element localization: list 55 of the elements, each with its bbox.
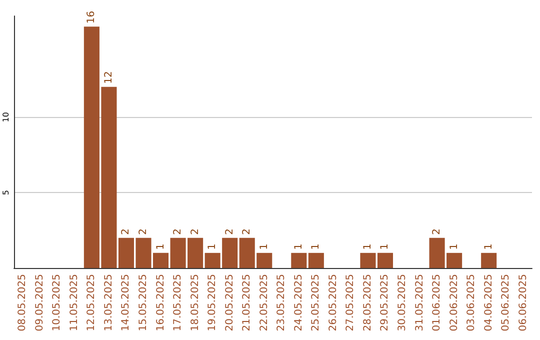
data-label: 1 (380, 244, 391, 250)
bar (481, 252, 497, 268)
x-tick-label: 05.06.2025 (500, 274, 512, 332)
x-tick-label: 20.05.2025 (224, 274, 236, 332)
data-label: 1 (258, 244, 270, 250)
data-label: 1 (483, 244, 494, 250)
x-tick-label: 09.05.2025 (34, 274, 46, 332)
x-tick-label: 12.05.2025 (86, 274, 98, 332)
x-tick-label: 24.05.2025 (293, 274, 304, 332)
x-tick-label: 27.05.2025 (345, 274, 356, 332)
x-tick-label: 25.05.2025 (310, 274, 322, 332)
data-label: 2 (138, 228, 149, 235)
bar (360, 252, 376, 268)
data-label: 1 (362, 244, 374, 250)
x-tick-label: 13.05.2025 (103, 274, 114, 332)
data-label: 1 (448, 244, 460, 250)
x-tick-label: 11.05.2025 (68, 274, 80, 332)
x-tick-label: 17.05.2025 (172, 274, 184, 332)
x-tick-label: 29.05.2025 (380, 274, 391, 332)
data-label: 2 (120, 228, 132, 235)
y-tick-label: 5 (2, 190, 10, 196)
x-tick-label: 23.05.2025 (276, 274, 288, 332)
data-label: 2 (242, 228, 253, 235)
x-tick-label: 21.05.2025 (242, 274, 253, 332)
x-tick-label: 28.05.2025 (362, 274, 374, 332)
data-label: 1 (155, 244, 166, 250)
data-label: 1 (293, 244, 304, 250)
bar (291, 252, 307, 268)
x-tick-label: 19.05.2025 (207, 274, 218, 332)
data-label: 1 (310, 244, 322, 250)
data-label: 1 (207, 244, 218, 250)
x-tick-label: 30.05.2025 (397, 274, 408, 332)
bar (377, 252, 394, 268)
x-tick-label: 06.06.2025 (518, 274, 529, 332)
x-tick-label: 15.05.2025 (138, 274, 149, 332)
data-label: 12 (103, 71, 114, 84)
x-tick-label: 10.05.2025 (52, 274, 63, 332)
x-tick-label: 02.06.2025 (448, 274, 460, 332)
data-label: 2 (224, 228, 236, 235)
x-tick-label: 26.05.2025 (328, 274, 339, 332)
x-tick-label: 03.06.2025 (466, 274, 478, 332)
x-tick-label: 16.05.2025 (155, 274, 166, 332)
data-label: 2 (172, 228, 184, 235)
x-tick-label: 14.05.2025 (120, 274, 132, 332)
x-tick-label: 22.05.2025 (258, 274, 270, 332)
x-tick-label: 01.06.2025 (432, 274, 443, 332)
data-label: 16 (86, 10, 98, 24)
data-label: 2 (190, 228, 201, 235)
bar (308, 252, 324, 268)
x-tick-label: 31.05.2025 (414, 274, 426, 332)
x-tick-label: 18.05.2025 (190, 274, 201, 332)
y-tick-label: 10 (2, 112, 10, 122)
x-tick-label: 04.06.2025 (483, 274, 494, 332)
data-label: 2 (432, 228, 443, 235)
x-tick-label: 08.05.2025 (17, 274, 28, 332)
